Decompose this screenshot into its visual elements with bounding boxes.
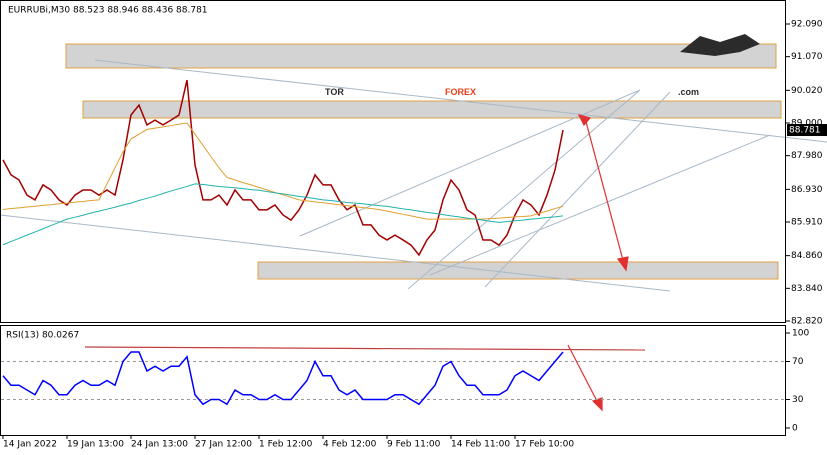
logo-text: FOREX [445, 87, 476, 97]
logo-text: .com [678, 87, 699, 97]
y-tick-label: 89.000 [791, 119, 823, 129]
last-price-label: 88.781 [789, 126, 821, 136]
frame [0, 0, 786, 436]
last-price-box [787, 124, 827, 137]
moving-average [2, 122, 564, 220]
y-tick-label: 0 [792, 423, 798, 433]
price-line [2, 79, 564, 257]
x-tick-label: 9 Feb 11:00 [387, 440, 441, 450]
trend-lines [0, 59, 827, 292]
y-tick-label: 86.930 [791, 185, 823, 195]
x-tick-label: 24 Jan 13:00 [131, 440, 188, 450]
rsi-line [2, 351, 564, 406]
y-tick-label: 85.910 [791, 218, 823, 228]
x-tick-label: 4 Feb 12:00 [323, 440, 377, 450]
y-tick-label: 100 [792, 329, 809, 339]
indicator-label: RSI(13) 80.0267 [6, 331, 79, 341]
x-tick-label: 14 Jan 2022 [3, 440, 57, 450]
logo-text: TOR [325, 87, 344, 97]
y-tick-label: 70 [792, 357, 804, 367]
chart-title: EURRUBi,M30 88.523 88.946 88.436 88.781 [8, 6, 208, 16]
x-tick-label: 17 Feb 10:00 [515, 440, 574, 450]
x-tick-label: 27 Jan 12:00 [195, 440, 252, 450]
resistance-zone [82, 100, 782, 119]
forecast-arrows [84, 114, 646, 412]
y-tick-label: 91.070 [791, 52, 823, 62]
y-tick-label: 92.090 [791, 20, 823, 30]
y-tick-label: 82.820 [791, 317, 823, 327]
moving-average [2, 183, 564, 246]
y-tick-label: 30 [792, 395, 804, 405]
y-tick-label: 84.860 [791, 251, 823, 261]
logo-bull [680, 34, 760, 56]
resistance-zone [65, 43, 777, 69]
y-tick-label: 90.020 [791, 86, 823, 96]
support-zone [257, 261, 779, 280]
x-tick-label: 1 Feb 12:00 [259, 440, 313, 450]
x-tick-label: 14 Feb 11:00 [451, 440, 510, 450]
y-tick-label: 87.980 [791, 151, 823, 161]
x-tick-label: 19 Jan 13:00 [67, 440, 124, 450]
y-tick-label: 83.840 [791, 284, 823, 294]
